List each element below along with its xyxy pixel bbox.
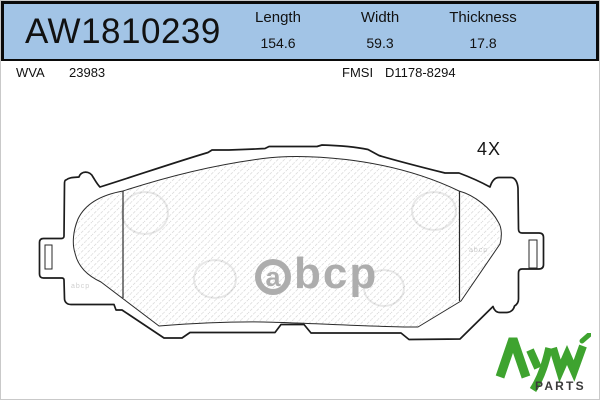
friction-material <box>72 155 502 328</box>
spec-label: Thickness <box>449 9 517 26</box>
spec-header: AW1810239 Length 154.6 Width 59.3 Thickn… <box>1 1 599 61</box>
spec-value: 59.3 <box>366 35 394 51</box>
right-tab-groove <box>528 239 538 269</box>
brand-logo: PARTS <box>495 331 593 393</box>
spec-column-thickness: Thickness 17.8 <box>436 4 530 59</box>
brand-parts-label: PARTS <box>535 379 586 393</box>
left-tab-groove <box>44 244 53 270</box>
quantity-label: 4X <box>477 139 502 159</box>
fmsi-label: FMSI <box>342 65 374 80</box>
fmsi-value: D1178-8294 <box>385 65 456 80</box>
ayw-logo-icon: PARTS <box>495 331 593 393</box>
codes-row: WVA 23983 FMSI D1178-8294 <box>1 61 599 89</box>
header-spacer <box>530 4 596 59</box>
spec-label: Width <box>360 9 400 26</box>
part-number: AW1810239 <box>25 11 221 51</box>
spec-value: 17.8 <box>469 35 497 51</box>
wva-label: WVA <box>16 65 45 80</box>
spec-label: Length <box>255 9 301 26</box>
spec-column-length: Length 154.6 <box>232 4 324 59</box>
spec-value: 154.6 <box>260 35 296 51</box>
wva-value: 23983 <box>69 65 106 80</box>
spec-column-width: Width 59.3 <box>324 4 436 59</box>
